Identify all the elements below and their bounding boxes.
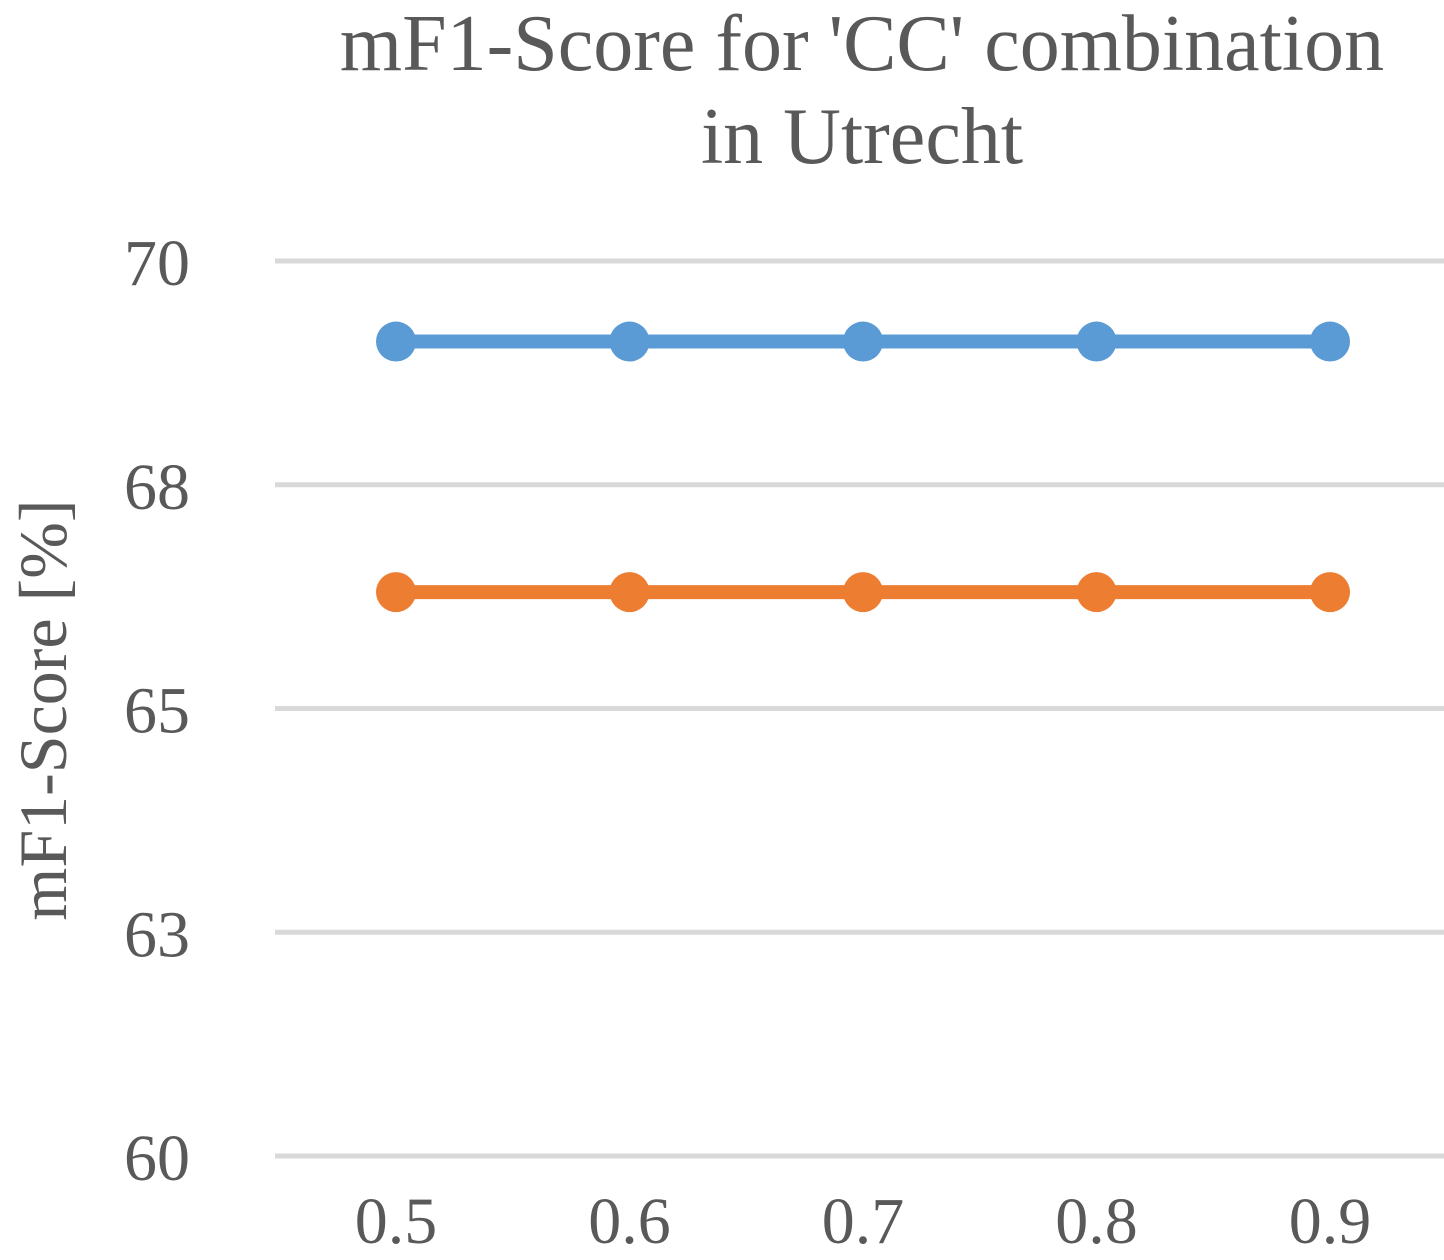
chart-title-line-1: mF1-Score for 'CC' combination bbox=[340, 0, 1384, 88]
y-tick-label: 65 bbox=[124, 675, 190, 748]
y-axis-label: mF1-Score [%] bbox=[5, 499, 81, 920]
data-point bbox=[1076, 572, 1117, 613]
data-point bbox=[843, 321, 883, 362]
x-tick-label: 0.8 bbox=[1055, 1185, 1138, 1255]
x-tick-label: 0.5 bbox=[355, 1185, 438, 1255]
data-point bbox=[1310, 321, 1350, 362]
data-point bbox=[1076, 321, 1117, 362]
data-point bbox=[609, 572, 650, 613]
series-1 bbox=[376, 321, 1350, 362]
data-point bbox=[843, 572, 883, 613]
x-tick-label: 0.7 bbox=[822, 1185, 905, 1255]
chart-title: mF1-Score for 'CC' combination in Utrech… bbox=[340, 0, 1384, 181]
x-axis-ticks: 0.5 0.6 0.7 0.8 0.9 bbox=[355, 1185, 1372, 1258]
x-tick-label: 0.9 bbox=[1289, 1185, 1372, 1255]
y-axis-ticks: 60 63 65 68 70 bbox=[124, 227, 190, 1195]
series-2 bbox=[376, 572, 1350, 613]
data-point bbox=[609, 321, 650, 362]
y-tick-label: 70 bbox=[124, 227, 190, 300]
x-tick-label: 0.6 bbox=[588, 1185, 671, 1255]
y-tick-label: 68 bbox=[124, 451, 190, 524]
data-point bbox=[1310, 572, 1350, 613]
y-tick-label: 63 bbox=[124, 898, 190, 971]
data-point bbox=[376, 572, 416, 613]
series bbox=[376, 321, 1350, 613]
gridlines bbox=[275, 258, 1444, 1159]
chart-title-line-2: in Utrecht bbox=[701, 93, 1023, 181]
y-tick-label: 60 bbox=[124, 1122, 190, 1195]
data-point bbox=[376, 321, 416, 362]
